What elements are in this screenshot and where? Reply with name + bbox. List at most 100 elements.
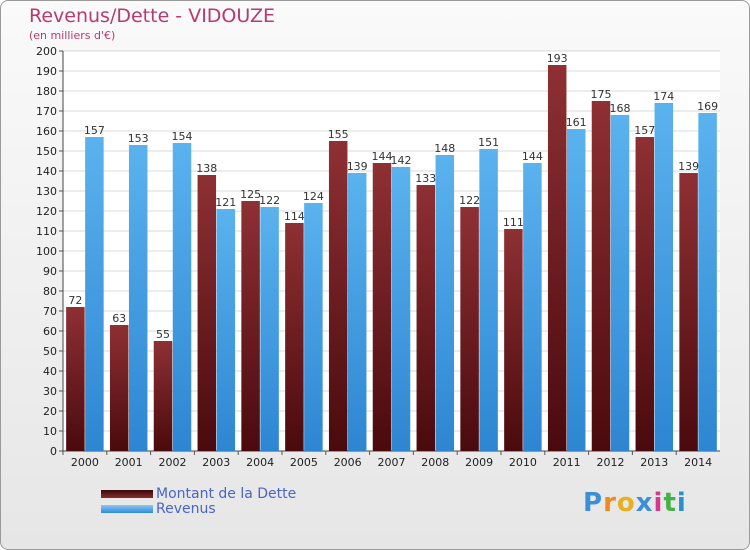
bar-dette-2009 <box>460 207 479 451</box>
logo-letter: i <box>653 488 664 518</box>
legend-swatch-revenus <box>101 504 153 513</box>
bar-revenus-2004 <box>260 207 279 451</box>
legend-label-dette: Montant de la Dette <box>156 485 297 502</box>
x-tick-label: 2008 <box>421 456 449 469</box>
data-label-revenus-2009: 151 <box>478 136 499 149</box>
y-tick-label: 140 <box>36 165 57 178</box>
chart-title: Revenus/Dette - VIDOUZE <box>29 5 275 27</box>
data-label-dette-2014: 139 <box>678 160 699 173</box>
bar-dette-2000 <box>66 307 85 451</box>
y-tick-label: 20 <box>43 405 57 418</box>
data-label-dette-2013: 157 <box>634 124 655 137</box>
logo-letter: t <box>663 488 677 518</box>
data-label-dette-2006: 155 <box>328 128 349 141</box>
y-tick-label: 10 <box>43 425 57 438</box>
data-label-revenus-2006: 139 <box>347 160 368 173</box>
x-tick-label: 2011 <box>553 456 581 469</box>
bar-revenus-2009 <box>479 149 498 451</box>
x-tick-label: 2005 <box>290 456 318 469</box>
y-tick-label: 90 <box>43 265 57 278</box>
data-label-dette-2007: 144 <box>372 150 393 163</box>
data-label-revenus-2007: 142 <box>391 154 412 167</box>
bar-dette-2011 <box>547 65 567 451</box>
data-label-dette-2003: 138 <box>196 162 217 175</box>
data-label-revenus-2010: 144 <box>522 150 543 163</box>
y-tick-label: 130 <box>36 185 57 198</box>
data-label-dette-2010: 111 <box>503 216 524 229</box>
data-label-dette-2000: 72 <box>68 294 82 307</box>
y-tick-label: 200 <box>36 45 57 58</box>
bar-dette-2010 <box>504 229 523 451</box>
y-tick-label: 180 <box>36 85 57 98</box>
data-label-revenus-2003: 121 <box>215 196 236 209</box>
bar-revenus-2006 <box>347 173 367 451</box>
bar-revenus-2013 <box>654 103 674 451</box>
legend: Montant de la Dette Revenus <box>101 485 297 517</box>
bar-dette-2006 <box>328 141 348 451</box>
logo-letter: r <box>603 488 617 518</box>
legend-item-dette: Montant de la Dette <box>101 485 297 502</box>
x-tick-label: 2003 <box>202 456 230 469</box>
bar-dette-2002 <box>153 341 173 451</box>
bar-revenus-2002 <box>172 143 192 451</box>
y-tick-label: 150 <box>36 145 57 158</box>
x-tick-label: 2007 <box>378 456 406 469</box>
y-tick-label: 160 <box>36 125 57 138</box>
data-label-dette-2004: 125 <box>240 188 261 201</box>
x-tick-label: 2006 <box>334 456 362 469</box>
x-tick-label: 2004 <box>246 456 274 469</box>
x-tick-label: 2010 <box>509 456 537 469</box>
bar-dette-2003 <box>197 175 217 451</box>
x-tick-label: 2001 <box>115 456 143 469</box>
y-tick-label: 80 <box>43 285 57 298</box>
y-tick-label: 110 <box>36 225 57 238</box>
chart-subtitle: (en milliers d'€) <box>29 29 116 42</box>
bar-revenus-2011 <box>566 129 586 451</box>
logo-letter: P <box>583 488 604 518</box>
x-tick-label: 2000 <box>71 456 99 469</box>
data-label-revenus-2013: 174 <box>653 90 674 103</box>
proxiti-logo: Proxiti <box>583 488 687 518</box>
y-tick-label: 30 <box>43 385 57 398</box>
bar-revenus-2000 <box>85 137 104 451</box>
bar-revenus-2010 <box>523 163 542 451</box>
data-label-dette-2009: 122 <box>459 194 480 207</box>
data-label-dette-2008: 133 <box>415 172 436 185</box>
logo-letter: o <box>616 488 636 518</box>
bar-revenus-2003 <box>216 209 236 451</box>
x-tick-label: 2012 <box>597 456 625 469</box>
legend-item-revenus: Revenus <box>101 500 296 517</box>
bar-revenus-2007 <box>391 167 411 451</box>
y-tick-label: 190 <box>36 65 57 78</box>
y-tick-label: 50 <box>43 345 57 358</box>
bar-revenus-2005 <box>304 203 323 451</box>
data-label-revenus-2000: 157 <box>84 124 105 137</box>
data-label-dette-2011: 193 <box>547 52 568 65</box>
data-label-dette-2002: 55 <box>156 328 170 341</box>
data-label-revenus-2002: 154 <box>172 130 193 143</box>
bar-revenus-2014 <box>698 113 717 451</box>
bar-dette-2007 <box>372 163 392 451</box>
bar-dette-2012 <box>591 101 611 451</box>
y-tick-label: 100 <box>36 245 57 258</box>
x-tick-label: 2013 <box>640 456 668 469</box>
data-label-revenus-2012: 168 <box>610 102 631 115</box>
data-label-revenus-2004: 122 <box>259 194 280 207</box>
legend-label-revenus: Revenus <box>156 500 216 517</box>
legend-swatch-dette <box>101 489 153 498</box>
y-tick-label: 60 <box>43 325 57 338</box>
data-label-dette-2005: 114 <box>284 210 305 223</box>
data-label-dette-2001: 63 <box>112 312 126 325</box>
bar-dette-2004 <box>241 201 260 451</box>
bar-revenus-2001 <box>128 145 148 451</box>
bar-revenus-2012 <box>610 115 630 451</box>
data-label-revenus-2008: 148 <box>434 142 455 155</box>
x-tick-label: 2002 <box>159 456 187 469</box>
bar-revenus-2008 <box>435 155 455 451</box>
data-label-revenus-2011: 161 <box>566 116 587 129</box>
x-tick-label: 2014 <box>684 456 712 469</box>
data-label-dette-2012: 175 <box>591 88 612 101</box>
y-tick-label: 120 <box>36 205 57 218</box>
y-tick-label: 0 <box>50 445 57 458</box>
